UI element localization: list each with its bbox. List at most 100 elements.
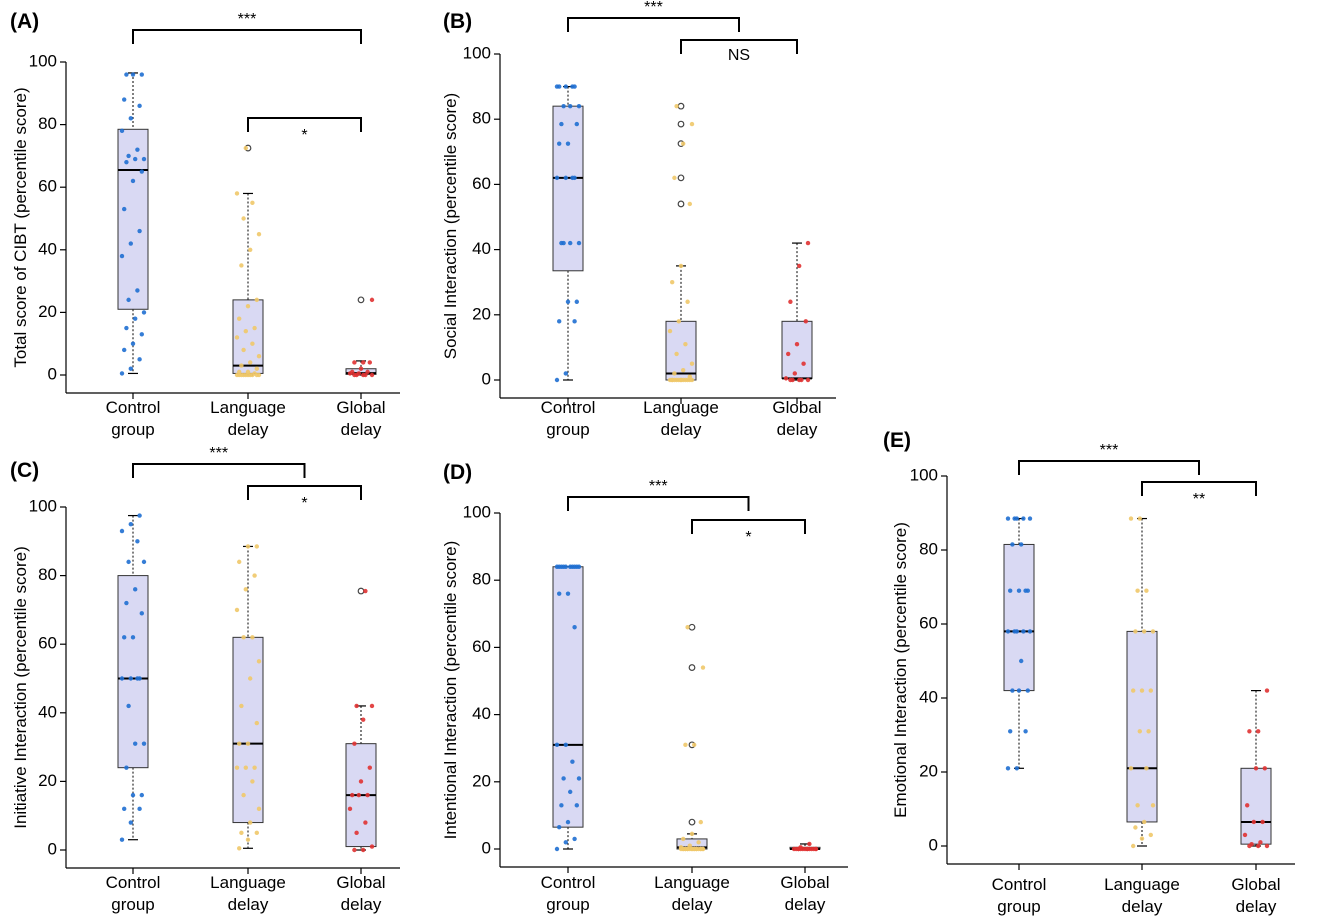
significance-bracket xyxy=(132,29,362,44)
box-iqr xyxy=(117,128,149,310)
data-point xyxy=(672,175,677,181)
significance-bracket xyxy=(247,117,362,132)
x-tick-label-line: delay xyxy=(341,420,382,439)
data-point xyxy=(241,792,246,798)
data-point xyxy=(689,377,695,383)
data-point xyxy=(139,611,144,616)
significance-label: *** xyxy=(649,478,668,495)
data-point xyxy=(141,310,147,315)
data-point xyxy=(124,325,129,331)
y-tick-label: 0 xyxy=(482,838,491,857)
data-point xyxy=(687,843,692,848)
data-point xyxy=(1256,843,1261,849)
data-point xyxy=(250,200,255,206)
data-point xyxy=(356,371,361,376)
data-point xyxy=(570,759,575,764)
x-tick-label-line: delay xyxy=(228,420,269,439)
data-point xyxy=(676,319,681,324)
y-axis-label: Initiative Interaction (percentile score… xyxy=(11,546,30,829)
data-point xyxy=(685,299,690,304)
data-point xyxy=(803,319,808,324)
x-tick-label-line: delay xyxy=(785,895,826,914)
data-point xyxy=(239,830,244,836)
data-point xyxy=(576,240,582,246)
data-point xyxy=(681,368,686,373)
y-tick-label: 60 xyxy=(472,637,491,656)
data-point xyxy=(234,607,240,613)
data-point xyxy=(248,676,253,681)
box-iqr xyxy=(117,575,149,769)
data-point xyxy=(561,776,566,781)
data-point xyxy=(670,280,675,285)
data-point xyxy=(700,846,706,852)
y-tick-label: 100 xyxy=(29,496,57,515)
data-point xyxy=(685,846,690,852)
data-point xyxy=(574,803,579,808)
data-point xyxy=(1005,766,1011,771)
data-point xyxy=(694,846,699,852)
data-point xyxy=(361,717,366,722)
data-point xyxy=(350,369,355,375)
data-point xyxy=(252,325,257,331)
data-point xyxy=(786,351,791,357)
data-point xyxy=(354,703,359,709)
data-point xyxy=(252,573,257,578)
data-point xyxy=(674,103,679,109)
x-tick-label-line: Global xyxy=(336,873,385,892)
data-point xyxy=(672,371,677,376)
data-point xyxy=(1131,688,1136,693)
data-point xyxy=(369,703,375,709)
data-point xyxy=(1016,688,1022,693)
significance-label: NS xyxy=(728,47,750,64)
data-point xyxy=(696,840,701,845)
data-point xyxy=(254,297,259,303)
data-point xyxy=(554,175,560,181)
data-point xyxy=(1137,516,1143,521)
data-point xyxy=(358,366,364,371)
x-tick-label-line: delay xyxy=(661,420,702,439)
data-point xyxy=(563,840,568,845)
data-point xyxy=(243,328,248,334)
y-tick-label: 0 xyxy=(929,835,938,854)
data-point xyxy=(128,820,133,825)
x-tick-label-line: Control xyxy=(541,398,596,417)
significance-bracket xyxy=(567,496,750,511)
x-tick-label-line: group xyxy=(997,897,1040,916)
x-tick-label-line: group xyxy=(111,420,154,439)
data-point xyxy=(1135,588,1140,593)
data-point xyxy=(126,297,131,303)
outlier-point xyxy=(357,587,365,595)
significance-label: * xyxy=(301,127,307,144)
data-point xyxy=(563,84,568,89)
data-point xyxy=(124,159,129,165)
data-point xyxy=(243,587,248,592)
data-point xyxy=(572,836,577,842)
data-point xyxy=(356,792,361,798)
data-point xyxy=(135,539,140,544)
data-point xyxy=(245,837,251,842)
data-point xyxy=(137,103,142,109)
y-axis-label: Emotional Interaction (percentile score) xyxy=(891,522,910,818)
data-point xyxy=(126,153,131,159)
data-point xyxy=(128,116,133,121)
data-point xyxy=(243,372,248,378)
data-point xyxy=(239,703,244,709)
data-point xyxy=(256,659,262,664)
data-point xyxy=(1260,819,1265,825)
data-point xyxy=(239,263,244,268)
data-point xyxy=(128,241,133,246)
data-point xyxy=(365,369,370,375)
data-point xyxy=(119,128,125,134)
x-tick-label-line: Language xyxy=(643,398,719,417)
data-point xyxy=(119,528,125,534)
data-point xyxy=(256,354,262,359)
data-point xyxy=(256,806,262,812)
data-point xyxy=(119,837,125,842)
outlier-point xyxy=(677,200,685,208)
data-point xyxy=(122,347,127,353)
data-point xyxy=(1146,729,1151,734)
data-point xyxy=(794,341,800,347)
data-point xyxy=(254,720,259,726)
y-tick-label: 100 xyxy=(463,502,491,521)
significance-bracket xyxy=(1141,481,1257,496)
